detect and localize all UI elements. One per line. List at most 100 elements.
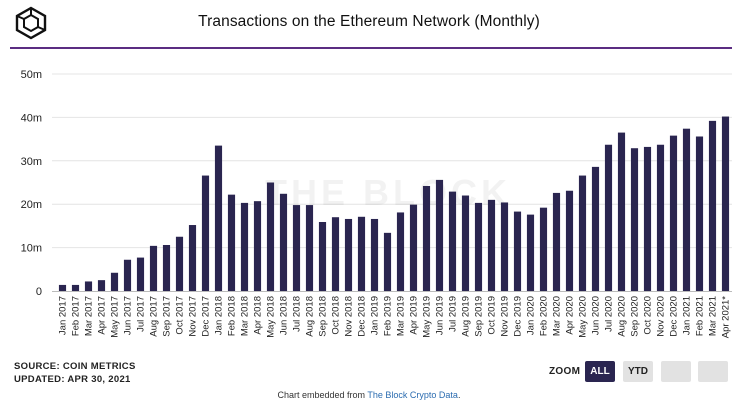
watermark: THE BLOCK — [265, 172, 511, 213]
bar — [71, 284, 80, 291]
x-tick-label: Dec 2017 — [201, 296, 212, 337]
bar — [643, 146, 652, 291]
bar — [461, 195, 470, 291]
bar — [84, 281, 93, 291]
bar — [292, 205, 301, 291]
x-tick-label: Feb 2018 — [227, 296, 238, 336]
bar — [591, 166, 600, 291]
y-tick-label: 30m — [21, 156, 42, 168]
x-tick-label: Jun 2017 — [123, 296, 134, 335]
x-tick-label: Dec 2019 — [513, 296, 524, 337]
x-tick-label: Apr 2017 — [97, 296, 108, 335]
zoom-ytd-button[interactable]: YTD — [623, 361, 653, 382]
bar — [149, 245, 158, 291]
bar — [97, 280, 106, 291]
bar — [383, 232, 392, 291]
x-tick-label: Dec 2018 — [357, 296, 368, 337]
x-tick-label: Mar 2018 — [240, 296, 251, 336]
bar — [500, 202, 509, 291]
zoom-all-button[interactable]: ALL — [585, 361, 615, 382]
bar — [240, 202, 249, 291]
x-tick-label: Feb 2020 — [539, 296, 550, 336]
bar — [682, 128, 691, 291]
x-tick-label: Apr 2021* — [721, 296, 732, 339]
x-tick-label: Jan 2019 — [370, 296, 381, 335]
x-tick-label: Aug 2018 — [305, 296, 316, 337]
zoom-option-button[interactable] — [661, 361, 691, 382]
bar — [578, 175, 587, 291]
x-tick-label: Oct 2017 — [175, 296, 186, 335]
y-tick-label: 0 — [36, 286, 42, 298]
x-tick-label: Mar 2020 — [552, 296, 563, 336]
x-tick-label: Sep 2020 — [630, 296, 641, 337]
y-tick-label: 40m — [21, 112, 42, 124]
zoom-option-button[interactable] — [698, 361, 728, 382]
bar — [253, 201, 262, 291]
bar — [344, 218, 353, 291]
x-tick-label: Oct 2020 — [643, 296, 654, 335]
x-tick-label: Aug 2020 — [617, 296, 628, 337]
bar — [331, 217, 340, 291]
x-tick-label: Jul 2017 — [136, 296, 147, 332]
x-tick-label: Sep 2017 — [162, 296, 173, 337]
x-tick-label: Nov 2019 — [500, 296, 511, 337]
embed-prefix: Chart embedded from — [277, 390, 368, 400]
x-tick-label: Apr 2018 — [253, 296, 264, 335]
x-tick-label: Jun 2018 — [279, 296, 290, 335]
x-tick-label: Sep 2018 — [318, 296, 329, 337]
y-tick-label: 50m — [21, 69, 42, 81]
bar — [266, 182, 275, 291]
bar — [656, 144, 665, 291]
bar — [175, 236, 184, 291]
bar — [526, 214, 535, 291]
bar — [318, 221, 327, 291]
bar — [58, 284, 67, 291]
bar — [552, 192, 561, 291]
x-tick-label: Apr 2019 — [409, 296, 420, 335]
x-tick-label: Oct 2018 — [331, 296, 342, 335]
x-tick-label: Aug 2017 — [149, 296, 160, 337]
bar — [162, 244, 171, 291]
bar — [123, 259, 132, 291]
bar — [604, 144, 613, 291]
bar — [474, 202, 483, 291]
x-tick-label: Mar 2021 — [708, 296, 719, 336]
y-tick-label: 10m — [21, 243, 42, 255]
bar — [617, 132, 626, 291]
bar — [188, 225, 197, 291]
bar — [396, 212, 405, 291]
bar — [565, 190, 574, 291]
y-tick-label: 20m — [21, 199, 42, 211]
x-tick-label: Jan 2018 — [214, 296, 225, 335]
x-tick-label: Jan 2020 — [526, 296, 537, 335]
x-tick-label: Feb 2021 — [695, 296, 706, 336]
bar — [409, 204, 418, 291]
x-tick-label: Feb 2017 — [71, 296, 82, 336]
x-tick-label: Jun 2019 — [435, 296, 446, 335]
x-tick-label: Feb 2019 — [383, 296, 394, 336]
embed-credit: Chart embedded from The Block Crypto Dat… — [0, 390, 738, 400]
the-block-cube-icon — [15, 6, 47, 40]
x-tick-label: Jan 2017 — [58, 296, 69, 335]
embed-suffix: . — [457, 390, 461, 400]
bar — [448, 191, 457, 291]
bar — [136, 257, 145, 291]
zoom-label: ZOOM — [549, 366, 581, 377]
embed-link[interactable]: The Block Crypto Data — [367, 390, 458, 400]
bar — [435, 179, 444, 291]
title-divider — [10, 47, 732, 49]
bar — [422, 185, 431, 291]
bar — [227, 194, 236, 291]
x-tick-label: Dec 2020 — [669, 296, 680, 337]
x-tick-label: Jun 2020 — [591, 296, 602, 335]
x-tick-label: Nov 2018 — [344, 296, 355, 337]
chart-title: Transactions on the Ethereum Network (Mo… — [198, 13, 540, 30]
bar — [214, 145, 223, 291]
x-tick-label: Apr 2020 — [565, 296, 576, 335]
bar — [487, 199, 496, 291]
x-tick-label: Sep 2019 — [474, 296, 485, 337]
bar — [539, 207, 548, 291]
source-block: SOURCE: COIN METRICS UPDATED: APR 30, 20… — [14, 361, 136, 386]
bar — [630, 148, 639, 291]
x-tick-label: Aug 2019 — [461, 296, 472, 337]
